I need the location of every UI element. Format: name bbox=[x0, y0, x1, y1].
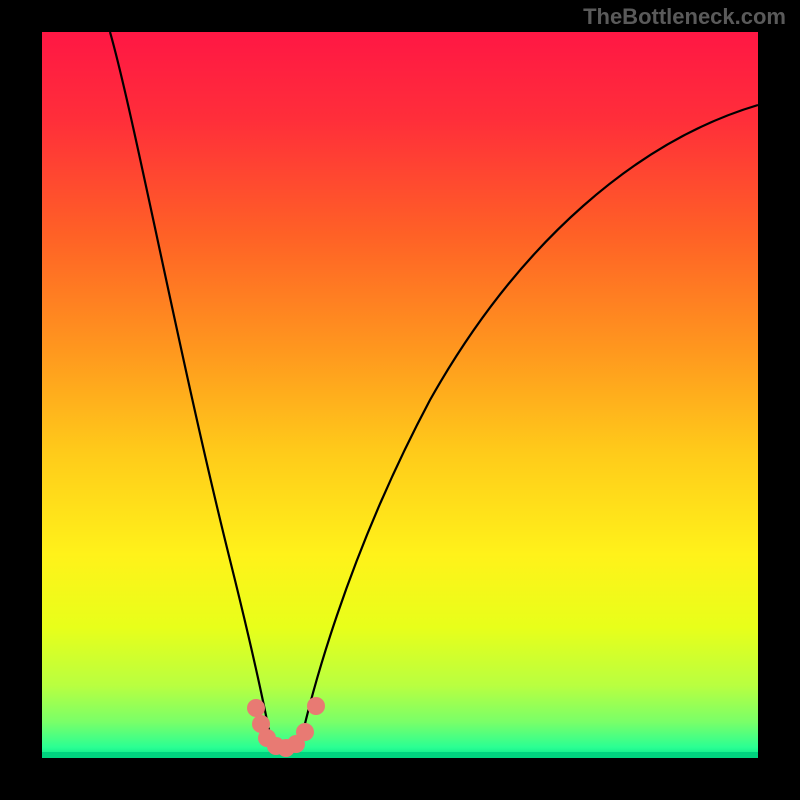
trough-marker bbox=[247, 699, 265, 717]
trough-marker bbox=[307, 697, 325, 715]
chart-svg bbox=[0, 0, 800, 800]
watermark-text: TheBottleneck.com bbox=[583, 4, 786, 30]
chart-container: TheBottleneck.com bbox=[0, 0, 800, 800]
trough-marker bbox=[296, 723, 314, 741]
plot-background-gradient bbox=[42, 32, 758, 758]
bottom-green-band bbox=[42, 752, 758, 758]
